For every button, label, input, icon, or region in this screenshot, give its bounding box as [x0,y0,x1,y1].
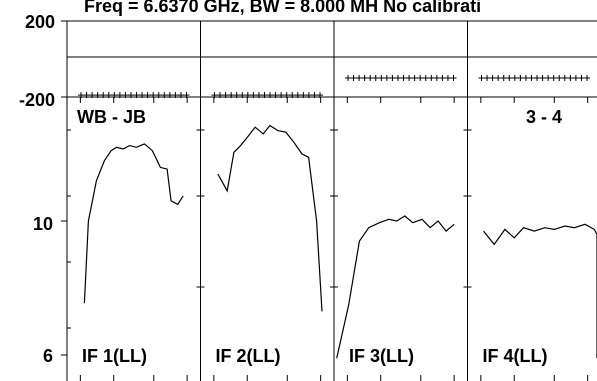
amp-tick-10: 10 [33,214,53,234]
panel-label: IF 2(LL) [216,346,281,366]
panel-label: IF 3(LL) [349,346,414,366]
phase-series [211,92,323,99]
right-label: 3 - 4 [526,107,562,127]
amplitude-series [336,215,455,359]
phase-tick-top: 200 [25,12,55,32]
phase-series [345,75,457,81]
amplitude-series [83,143,184,304]
amp-tick-6: 6 [43,346,53,366]
phase-series [78,92,190,99]
amplitude-series [483,223,597,359]
phase-tick-bottom: -200 [19,90,55,110]
phase-series [478,75,590,81]
panel-label: IF 1(LL) [82,346,147,366]
amplitude-series [217,124,323,312]
chart-title: Freq = 6.6370 GHz, BW = 8.000 MH No cali… [84,0,481,16]
panel-label: IF 4(LL) [483,346,548,366]
baseline-label: WB - JB [77,107,146,127]
